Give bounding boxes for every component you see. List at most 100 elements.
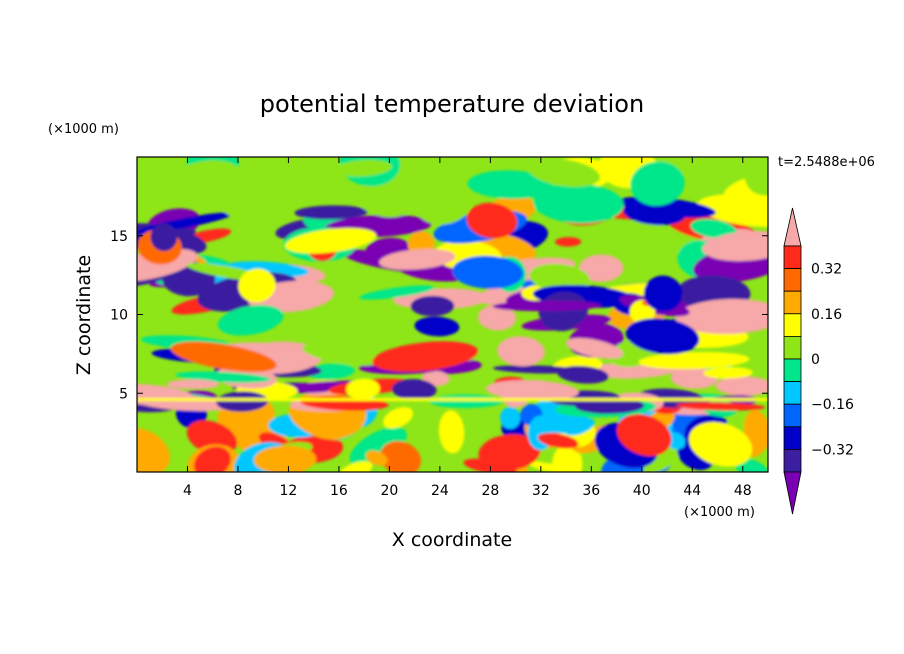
- contour-region: [643, 275, 683, 312]
- contour-region: [688, 422, 753, 467]
- contour-region: [294, 205, 368, 220]
- contour-region: [690, 218, 737, 239]
- y-axis: 5 10 15: [110, 229, 768, 402]
- x-unit-label: (×1000 m): [684, 505, 755, 520]
- contour-region: [359, 285, 435, 300]
- contour-region: [575, 398, 645, 414]
- contour-layer: [137, 397, 768, 402]
- contour-region: [349, 427, 407, 467]
- contour-region: [415, 183, 472, 225]
- y-unit-label: (×1000 m): [48, 122, 119, 137]
- contour-region: [150, 223, 178, 252]
- contour-region: [552, 444, 583, 472]
- contour-region: [675, 402, 766, 411]
- y-tick-label: 5: [119, 386, 128, 402]
- colorbar-segment: [783, 381, 802, 405]
- colorbar-extend-min: [783, 471, 802, 515]
- colorbar-segment: [783, 245, 802, 270]
- colorbar-segment: [783, 448, 802, 473]
- contour-region: [166, 379, 220, 390]
- contour-region: [529, 263, 590, 293]
- contour-region: [334, 159, 392, 177]
- x-axis-label: X coordinate: [392, 529, 512, 551]
- contour-region: [216, 391, 268, 412]
- contour-region: [638, 351, 750, 370]
- x-tick-label: 32: [532, 483, 550, 499]
- contour-region: [438, 410, 465, 454]
- colorbar-segment: [783, 268, 802, 292]
- contour-region: [630, 161, 685, 206]
- contour-region: [383, 407, 414, 429]
- colorbar-extend-max: [783, 207, 802, 247]
- colorbar: 0.32 0.16 0 −0.16 −0.32: [783, 207, 854, 515]
- x-axis: 4 8 12 16 20 24 28 32 36 40 44 48: [183, 157, 752, 499]
- x-tick-label: 16: [330, 483, 348, 499]
- contour-region: [452, 255, 524, 289]
- contour-region: [743, 410, 768, 453]
- colorbar-tick-label: −0.32: [811, 442, 854, 458]
- contour-field: [136, 156, 769, 473]
- x-tick-label: 40: [633, 483, 651, 499]
- contour-region: [253, 445, 317, 472]
- contour-region: [564, 418, 595, 436]
- colorbar-segment: [783, 403, 802, 428]
- contour-region: [365, 450, 388, 466]
- contour-region: [715, 376, 768, 396]
- contour-region: [429, 394, 503, 409]
- contour-region: [414, 316, 460, 337]
- contour-region: [500, 406, 521, 429]
- contour-region: [492, 300, 602, 312]
- contour-region: [216, 173, 292, 221]
- contour-region: [533, 183, 624, 224]
- x-tick-label: 48: [734, 483, 752, 499]
- contour-region: [302, 343, 380, 366]
- contour-region: [578, 254, 624, 282]
- contour-region: [372, 341, 479, 372]
- colorbar-tick-label: 0.16: [811, 307, 842, 323]
- contour-region: [744, 159, 768, 196]
- contour-region: [477, 304, 517, 331]
- contour-region: [703, 366, 753, 379]
- x-tick-label: 20: [380, 483, 398, 499]
- colorbar-segment: [783, 313, 802, 337]
- y-tick-label: 15: [110, 229, 128, 245]
- x-tick-label: 12: [280, 483, 298, 499]
- contour-region: [217, 305, 284, 336]
- x-tick-label: 24: [431, 483, 449, 499]
- x-tick-label: 36: [582, 483, 600, 499]
- contour-region: [284, 227, 377, 254]
- contour-region: [170, 341, 277, 372]
- contour-region: [616, 414, 672, 457]
- y-tick-label: 10: [110, 308, 128, 324]
- contour-region: [346, 378, 380, 400]
- y-axis-label: Z coordinate: [73, 255, 95, 375]
- contour-region: [356, 181, 416, 218]
- contour-region: [380, 441, 422, 472]
- contour-region: [497, 336, 545, 367]
- colorbar-segment: [783, 426, 802, 450]
- colorbar-segment: [783, 335, 802, 360]
- time-label: t=2.5488e+06: [778, 155, 875, 170]
- contour-region: [735, 458, 768, 472]
- contour-region: [555, 237, 582, 247]
- x-tick-label: 4: [183, 483, 192, 499]
- contour-region: [467, 170, 554, 199]
- contour-blobs: [137, 157, 768, 472]
- colorbar-segment: [783, 358, 802, 383]
- contour-region: [625, 318, 700, 355]
- contour-region: [410, 295, 455, 317]
- contour-region: [174, 160, 241, 191]
- contour-region: [193, 446, 231, 472]
- contour-region: [305, 363, 355, 380]
- contour-region: [391, 378, 437, 401]
- contour-region: [379, 248, 456, 270]
- colorbar-tick-label: −0.16: [811, 397, 854, 413]
- contour-region: [565, 338, 624, 359]
- colorbar-tick-label: 0: [811, 352, 820, 368]
- contour-region: [528, 158, 600, 187]
- chart-title: potential temperature deviation: [260, 90, 644, 118]
- contour-region: [485, 380, 579, 401]
- contour-region: [557, 365, 609, 384]
- colorbar-tick-label: 0.32: [811, 262, 842, 278]
